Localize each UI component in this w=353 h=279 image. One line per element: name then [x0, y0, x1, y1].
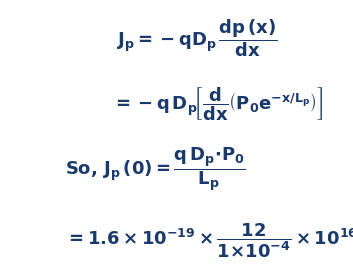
Text: $\mathbf{So,\,J_p\,(0) = \dfrac{q\,D_p{\cdot}P_0}{L_p}}$: $\mathbf{So,\,J_p\,(0) = \dfrac{q\,D_p{\… [65, 146, 246, 193]
Text: $\mathbf{= -q\,D_p\!\left[\dfrac{d}{dx}\left(P_0 e^{-x/L_p}\right)\right]}$: $\mathbf{= -q\,D_p\!\left[\dfrac{d}{dx}\… [112, 85, 324, 123]
Text: $\mathbf{J_p = -qD_p\,\dfrac{dp\,(x)}{dx}}$: $\mathbf{J_p = -qD_p\,\dfrac{dp\,(x)}{dx… [117, 18, 277, 59]
Text: $\mathbf{= 1.6 \times 10^{-19} \times \dfrac{12}{1{\times}10^{-4}} \times 10^{16: $\mathbf{= 1.6 \times 10^{-19} \times \d… [65, 221, 353, 260]
